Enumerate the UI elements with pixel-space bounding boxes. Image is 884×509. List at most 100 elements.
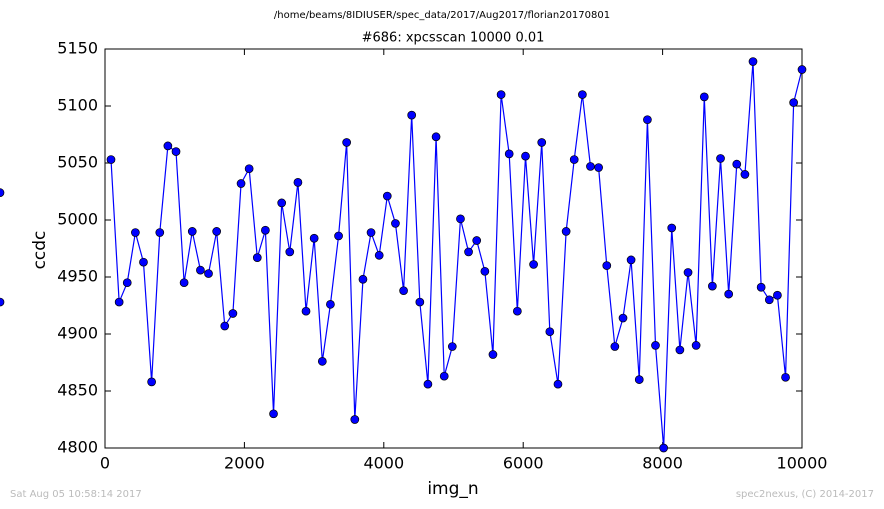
data-point [708,281,717,291]
data-point [269,409,278,419]
x-axis-label: img_n [427,479,478,499]
y-tick-label: 5000 [57,210,98,229]
data-point [285,247,295,257]
data-point [252,253,262,262]
data-point [521,151,530,161]
y-axis-label: ccdc [30,231,50,270]
data-point [220,321,230,331]
data-point [122,278,132,288]
data-point [301,306,311,316]
data-point [797,65,807,74]
y-tick-label: 5050 [57,153,98,172]
data-point [423,379,433,389]
data-point [261,225,270,235]
data-point [277,198,287,208]
data-point [756,282,766,292]
data-point [163,141,173,151]
data-point [748,57,758,66]
data-point [537,138,547,147]
data-point [212,227,222,236]
data-point [529,260,538,269]
data-point [659,443,668,453]
data-point [732,159,742,169]
data-point [602,261,612,270]
x-tick-label: 8000 [642,454,683,473]
data-point [196,265,205,275]
data-point [106,155,116,164]
data-point [244,164,254,174]
data-point [431,132,441,142]
data-point [0,188,5,197]
data-point [496,90,506,99]
x-tick-label: 0 [100,454,110,473]
data-point [147,377,156,387]
chart-subtitle: #686: xpcsscan 10000 0.01 [362,31,545,46]
data-point [391,219,400,228]
data-point [334,231,343,241]
data-point [415,297,425,307]
data-point [651,341,660,350]
data-point [683,268,693,277]
data-point [569,155,579,164]
data-point [488,350,498,359]
data-point [667,223,677,233]
data-point [326,300,335,309]
x-tick-label: 2000 [224,454,265,473]
data-point [586,162,595,171]
data-point [716,154,725,163]
data-point [309,233,319,243]
chart-title: /home/beams/8IDIUSER/spec_data/2017/Aug2… [274,10,610,21]
data-point [358,274,368,284]
x-tick-label: 10000 [777,454,828,473]
y-tick-label: 4900 [57,324,98,343]
data-point [374,250,384,260]
data-point [447,342,457,351]
data-point [439,371,449,381]
data-point [179,278,189,288]
data-point [610,342,620,351]
data-point [464,247,473,257]
data-point [204,269,213,278]
data-point [472,236,482,245]
data-point [740,170,750,179]
footer-date: Sat Aug 05 10:58:14 2017 [10,489,142,500]
data-point [382,191,392,201]
data-point [675,345,685,355]
data-point [366,228,376,237]
data-point [350,415,360,424]
data-point [553,379,563,389]
x-tick-label: 6000 [503,454,544,473]
footer-credit: spec2nexus, (C) 2014-2017 [736,489,874,500]
y-tick-label: 5150 [57,39,98,58]
data-point [773,290,782,300]
data-point [407,110,417,120]
plot-frame [104,48,803,449]
data-point [139,257,148,267]
data-point [626,255,636,265]
data-point [724,289,734,299]
data-point [781,372,790,382]
data-point [114,297,124,307]
data-point [691,341,701,350]
data-point [342,138,351,147]
data-point [789,98,798,107]
data-point [187,227,197,236]
data-point [578,90,587,99]
data-point [480,266,490,276]
y-tick-label: 4850 [57,381,98,400]
y-tick-label: 5100 [57,96,98,115]
data-point [699,92,709,102]
x-tick-label: 4000 [363,454,404,473]
data-point [561,227,571,236]
data-point [512,306,522,316]
data-point [228,309,238,318]
data-point [594,163,603,172]
data-point [171,147,181,156]
data-point [317,357,327,366]
data-point [643,115,652,125]
data-point [293,178,303,187]
data-point [155,228,165,237]
data-point [399,286,408,296]
y-tick-label: 4800 [57,438,98,457]
